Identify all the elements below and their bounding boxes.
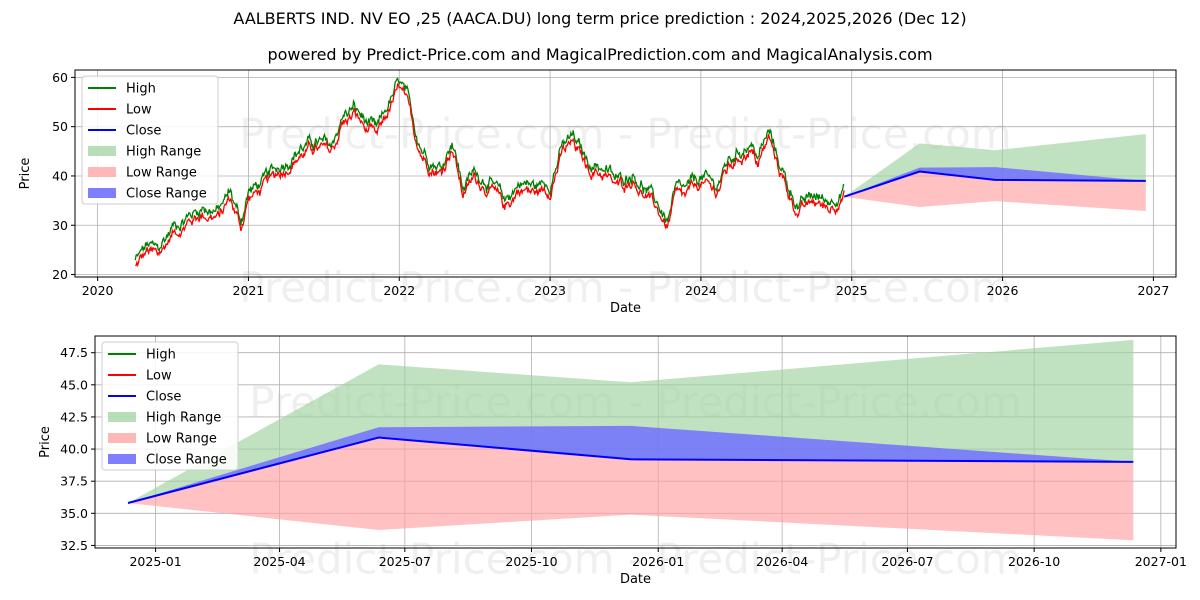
panel-2: Predict-Price.com - Predict-Price.comPre… bbox=[38, 335, 1187, 587]
x-axis-label: Date bbox=[620, 572, 651, 587]
y-tick-label: 60 bbox=[52, 70, 68, 85]
plot-frame bbox=[74, 69, 1177, 278]
x-tick-label: 2026-10 bbox=[1008, 554, 1060, 569]
legend-label: Close Range bbox=[126, 187, 207, 202]
y-axis-label: Price bbox=[38, 426, 53, 458]
legend-label: Low bbox=[126, 103, 152, 118]
x-tick-label: 2026-07 bbox=[881, 554, 933, 569]
legend-label: Low Range bbox=[126, 166, 197, 181]
legend-label: High bbox=[126, 82, 156, 97]
legend-label: High Range bbox=[126, 145, 201, 160]
low-range-area bbox=[128, 437, 1134, 541]
legend-label: Close bbox=[146, 390, 181, 405]
x-tick-label: 2022 bbox=[383, 283, 415, 298]
legend-swatch bbox=[108, 412, 136, 422]
x-tick-label: 2027-01 bbox=[1135, 554, 1187, 569]
watermark-text: Predict-Price.com - Predict-Price.com bbox=[239, 110, 1012, 159]
legend-label: Close bbox=[126, 124, 161, 139]
x-tick-label: 2025 bbox=[836, 283, 868, 298]
close-range-area bbox=[128, 425, 1134, 503]
legend-label: Low bbox=[146, 369, 172, 384]
y-tick-label: 20 bbox=[52, 267, 68, 282]
watermark-text: Predict-Price.com - Predict-Price.com bbox=[239, 263, 1012, 312]
legend-swatch bbox=[108, 454, 136, 464]
x-tick-label: 2025-04 bbox=[253, 554, 305, 569]
y-tick-label: 47.5 bbox=[60, 345, 88, 360]
y-tick-label: 40 bbox=[52, 168, 68, 183]
y-tick-label: 37.5 bbox=[60, 474, 88, 489]
high-price-line bbox=[134, 76, 845, 261]
plot-frame bbox=[94, 335, 1177, 549]
legend-swatch bbox=[108, 433, 136, 443]
x-tick-label: 2026-04 bbox=[756, 554, 808, 569]
close-forecast-line bbox=[127, 436, 1134, 504]
y-tick-label: 35.0 bbox=[60, 506, 88, 521]
x-tick-label: 2026-01 bbox=[632, 554, 684, 569]
x-tick-label: 2027 bbox=[1137, 283, 1169, 298]
legend-swatch bbox=[88, 146, 116, 156]
legend-label: High Range bbox=[146, 411, 221, 426]
y-tick-label: 50 bbox=[52, 119, 68, 134]
x-tick-label: 2024 bbox=[685, 283, 717, 298]
high-range-area bbox=[844, 134, 1146, 197]
low-price-line bbox=[135, 82, 845, 268]
close-range-area bbox=[844, 167, 1146, 197]
close-forecast-line bbox=[843, 170, 1146, 198]
high-range-area bbox=[128, 339, 1134, 503]
watermark-text: Predict-Price.com - Predict-Price.com bbox=[249, 534, 1022, 583]
y-axis-label: Price bbox=[18, 158, 33, 190]
legend-swatch bbox=[88, 188, 116, 198]
y-tick-label: 40.0 bbox=[60, 442, 88, 457]
x-tick-label: 2025-01 bbox=[129, 554, 181, 569]
x-tick-label: 2023 bbox=[534, 283, 566, 298]
y-tick-label: 45.0 bbox=[60, 377, 88, 392]
chart-title: AALBERTS IND. NV EO ,25 (AACA.DU) long t… bbox=[233, 9, 967, 28]
y-tick-label: 42.5 bbox=[60, 409, 88, 424]
x-tick-label: 2026 bbox=[987, 283, 1019, 298]
legend-label: Close Range bbox=[146, 453, 227, 468]
x-tick-label: 2025-10 bbox=[505, 554, 557, 569]
chart-subtitle: powered by Predict-Price.com and Magical… bbox=[267, 45, 933, 64]
legend-label: Low Range bbox=[146, 432, 217, 447]
y-tick-label: 30 bbox=[52, 218, 68, 233]
y-tick-label: 32.5 bbox=[60, 538, 88, 553]
legend-label: High bbox=[146, 348, 176, 363]
x-tick-label: 2021 bbox=[233, 283, 265, 298]
panel-1: Predict-Price.com - Predict-Price.com Pre… bbox=[18, 69, 1177, 316]
x-axis-label: Date bbox=[610, 301, 641, 316]
legend-swatch bbox=[88, 167, 116, 177]
x-tick-label: 2025-07 bbox=[379, 554, 431, 569]
x-tick-label: 2020 bbox=[82, 283, 114, 298]
